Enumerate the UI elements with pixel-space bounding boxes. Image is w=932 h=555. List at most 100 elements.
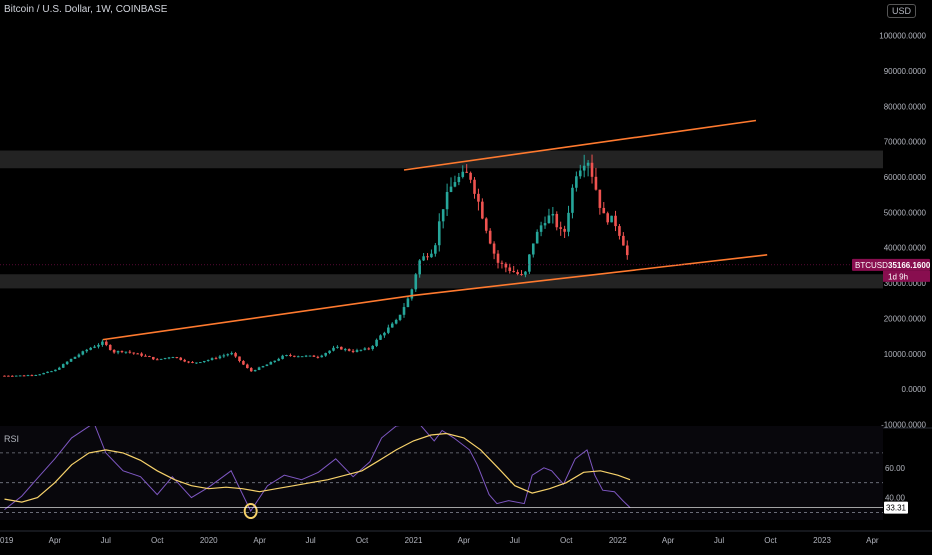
- candle-body: [410, 289, 414, 299]
- candle-body: [575, 176, 578, 188]
- candle-body: [531, 243, 535, 255]
- candle-body: [191, 361, 194, 363]
- candle-body: [586, 162, 590, 166]
- candle-body: [430, 253, 433, 258]
- candle: [390, 322, 394, 328]
- candle-body: [528, 254, 531, 272]
- currency-badge[interactable]: USD: [886, 4, 916, 18]
- candle-body: [622, 235, 625, 246]
- candle: [50, 370, 53, 373]
- candle: [183, 358, 186, 363]
- candle-body: [383, 332, 386, 336]
- candle-body: [7, 375, 10, 377]
- candle: [406, 296, 410, 308]
- candle-body: [300, 356, 304, 358]
- price-tick-label: 60000.0000: [884, 173, 927, 182]
- candle-body: [614, 215, 617, 227]
- candle-body: [304, 355, 308, 357]
- rsi-series-0: [4, 426, 631, 513]
- candle: [543, 216, 547, 229]
- rsi-tick-label: 40.00: [885, 494, 906, 503]
- candle-body: [324, 353, 327, 356]
- candle: [304, 354, 308, 358]
- candle: [590, 154, 594, 184]
- candle: [155, 358, 159, 361]
- candle-body: [144, 355, 147, 357]
- candle: [159, 358, 163, 360]
- candle: [73, 356, 77, 359]
- candle-body: [152, 356, 155, 360]
- time-tick-label: 2020: [200, 536, 218, 545]
- candle: [249, 367, 253, 372]
- candle: [261, 365, 265, 368]
- price-tag-value: 35166.1600: [888, 261, 931, 270]
- candle: [461, 165, 465, 179]
- candle-body: [492, 243, 496, 254]
- candle: [402, 303, 406, 318]
- time-tick-label: 2022: [609, 536, 627, 545]
- candle: [285, 354, 288, 357]
- candle: [473, 177, 476, 199]
- price-pane[interactable]: [0, 119, 932, 429]
- candle: [316, 355, 320, 359]
- candle-body: [289, 355, 292, 357]
- candle-body: [116, 351, 120, 353]
- price-axis[interactable]: 100000.0000 90000.0000 80000.0000 70000.000…: [852, 32, 931, 514]
- candle: [484, 217, 488, 234]
- candle: [531, 243, 535, 258]
- candle-body: [38, 374, 42, 376]
- candle-body: [316, 356, 320, 358]
- candle: [148, 355, 151, 358]
- candle-body: [202, 360, 206, 363]
- candle-body: [42, 372, 45, 375]
- candle: [332, 345, 335, 352]
- candle: [171, 356, 175, 359]
- candle-body: [34, 374, 38, 376]
- candle: [140, 352, 143, 357]
- candle-body: [171, 357, 175, 359]
- candle-body: [50, 371, 53, 373]
- candle-body: [30, 375, 34, 377]
- candle: [124, 351, 128, 354]
- candle-body: [234, 353, 237, 357]
- rsi-pane[interactable]: [0, 423, 883, 520]
- countdown-background: [883, 270, 930, 282]
- candle: [97, 343, 100, 349]
- candle: [340, 346, 343, 350]
- candle: [535, 229, 539, 244]
- candle: [22, 374, 26, 377]
- candle-body: [516, 272, 519, 275]
- candle-body: [124, 351, 128, 353]
- candle: [383, 331, 386, 338]
- candle-body: [46, 371, 49, 373]
- candle-body: [320, 355, 324, 358]
- candle-body: [336, 346, 339, 348]
- candle: [594, 167, 598, 191]
- candle-body: [312, 355, 316, 357]
- time-axis[interactable]: 2019 Apr Jul Oct 2020 Apr Jul Oct 2021 Apr Jul Oct 2…: [0, 530, 932, 545]
- candle-body: [473, 179, 476, 194]
- candle: [528, 254, 531, 274]
- candle: [469, 171, 472, 184]
- candle: [289, 353, 292, 357]
- candle: [191, 361, 194, 364]
- candle: [575, 171, 578, 192]
- candle: [167, 356, 171, 360]
- candle: [296, 355, 300, 358]
- candle: [394, 318, 398, 325]
- candle-body: [355, 350, 359, 352]
- time-tick-label: Apr: [458, 536, 471, 545]
- candle: [437, 213, 441, 252]
- candle: [445, 183, 449, 216]
- candle-body: [477, 193, 480, 202]
- candle-body: [140, 353, 143, 356]
- candle: [422, 253, 425, 262]
- candle-body: [222, 355, 226, 357]
- candle: [238, 356, 241, 363]
- time-tick-label: Apr: [253, 536, 266, 545]
- candle-body: [293, 355, 296, 357]
- candle: [144, 354, 147, 357]
- candle-body: [426, 256, 429, 258]
